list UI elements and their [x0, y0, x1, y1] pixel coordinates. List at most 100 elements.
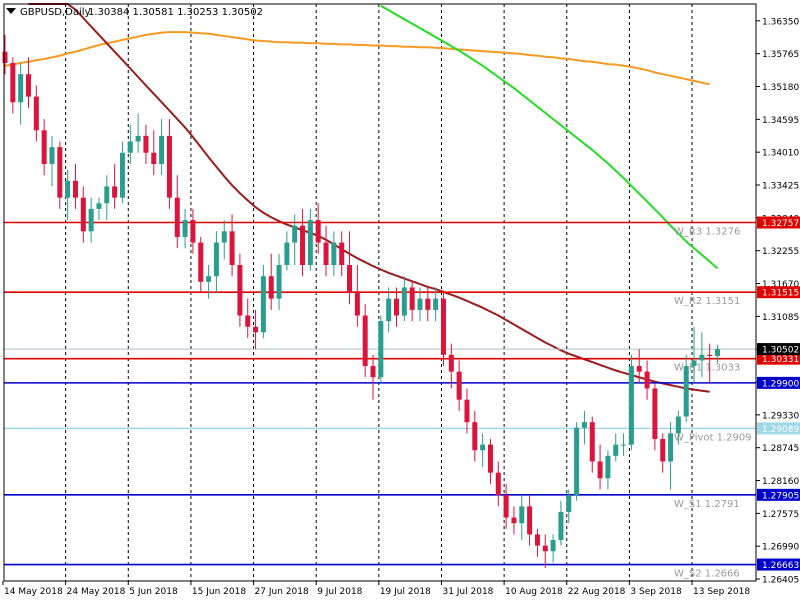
- price-tag-text: 1.29900: [762, 379, 799, 389]
- candle-body: [613, 444, 619, 456]
- collapse-arrow-icon[interactable]: [6, 8, 16, 14]
- price-tag-text: 1.30331: [762, 355, 799, 365]
- y-tick-label: 1.28160: [762, 477, 799, 487]
- price-tag-box: [757, 422, 800, 435]
- axes: [3, 3, 757, 582]
- candle-body: [558, 511, 564, 541]
- y-tick-label: 1.35180: [762, 83, 799, 93]
- level-label: W_S2 1.2666: [674, 569, 740, 580]
- price-tags: 1.32757 1.31515 1.30331 1.29900 1.29089 1.279…: [757, 216, 800, 571]
- candle-body: [2, 51, 8, 63]
- candle-body: [652, 388, 658, 439]
- candle-body: [644, 371, 650, 389]
- candle-body: [33, 96, 39, 131]
- candle-body: [347, 264, 353, 294]
- candle-body: [683, 366, 689, 417]
- y-tick-label: 1.32255: [762, 247, 799, 257]
- candlesticks[interactable]: [2, 34, 721, 569]
- candle-body: [80, 197, 86, 232]
- candle-body: [605, 455, 611, 479]
- price-tag-text: 1.32757: [762, 219, 799, 229]
- x-tick-label: 15 Jun 2018: [192, 587, 246, 597]
- y-tick-label: 1.33425: [762, 182, 799, 192]
- x-tick-label: 19 Jul 2018: [380, 587, 431, 597]
- x-tick-label: 3 Sep 2018: [630, 587, 682, 597]
- x-tick-label: 5 Jun 2018: [129, 587, 178, 597]
- y-tick-label: 1.26405: [762, 576, 799, 586]
- candle-body: [174, 197, 180, 237]
- candle-body: [104, 186, 110, 204]
- candle-body: [401, 287, 407, 316]
- y-tick-label: 1.26990: [762, 543, 799, 553]
- candle-body: [534, 534, 540, 546]
- candle-body: [25, 74, 31, 97]
- price-tag-box: [757, 216, 800, 229]
- candle-body: [276, 264, 282, 299]
- candle-body: [65, 180, 71, 198]
- y-tick-label: 1.29330: [762, 411, 799, 421]
- candle-body: [41, 130, 47, 164]
- candle-body: [260, 276, 266, 333]
- candle-body: [621, 444, 627, 446]
- candle-body: [182, 220, 188, 237]
- candle-body: [511, 517, 517, 524]
- candle-body: [425, 298, 431, 310]
- candle-body: [440, 298, 446, 355]
- candle-body: [253, 326, 259, 333]
- price-tag-text: 1.31515: [762, 289, 799, 299]
- x-tick-label: 27 Jun 2018: [255, 587, 309, 597]
- moving-average-line: [28, 3, 710, 393]
- candle-body: [135, 135, 141, 142]
- candle-body: [354, 293, 360, 316]
- candle-body: [159, 135, 165, 164]
- candle-body: [503, 495, 509, 518]
- y-tick-label: 1.34010: [762, 149, 799, 159]
- x-tick-label: 13 Sep 2018: [693, 587, 750, 597]
- price-tag-text: 1.27905: [762, 491, 799, 501]
- y-tick-label: 1.28745: [762, 444, 799, 454]
- y-tick-label: 1.35765: [762, 50, 799, 60]
- moving-averages: [4, 3, 719, 393]
- candle-body: [206, 276, 212, 282]
- price-tag-box: [757, 558, 800, 571]
- y-tick-label: 1.34595: [762, 116, 799, 126]
- x-tick-label: 10 Aug 2018: [505, 587, 563, 597]
- candle-body: [307, 220, 313, 265]
- candle-body: [166, 135, 172, 198]
- price-tag-box: [757, 286, 800, 299]
- candle-body: [378, 321, 384, 378]
- chart-header: GBPUSD,Daily 1.30384 1.30581 1.30253 1.3…: [6, 7, 263, 18]
- candle-body: [699, 354, 705, 361]
- candle-body: [480, 444, 486, 451]
- symbol-label: GBPUSD,Daily: [20, 7, 91, 18]
- candle-body: [143, 135, 149, 153]
- x-tick-label: 22 Aug 2018: [568, 587, 626, 597]
- candle-body: [49, 147, 55, 164]
- candle-body: [300, 225, 306, 265]
- ohlc-readout: 1.30384 1.30581 1.30253 1.30502: [88, 7, 263, 18]
- candle-body: [96, 203, 102, 209]
- candle-body: [464, 399, 470, 423]
- candle-body: [221, 231, 227, 243]
- candle-body: [574, 427, 580, 496]
- candle-body: [268, 276, 274, 299]
- candle-body: [448, 354, 454, 372]
- candle-body: [660, 438, 666, 462]
- candle-body: [707, 354, 713, 356]
- moving-average-line: [4, 31, 710, 86]
- price-tag-text: 1.29089: [762, 425, 799, 435]
- candle-body: [519, 506, 525, 524]
- candle-body: [597, 461, 603, 479]
- candle-body: [715, 349, 721, 356]
- price-tag-box: [757, 376, 800, 389]
- candle-body: [386, 298, 392, 322]
- candle-body: [72, 180, 78, 198]
- candle-body: [213, 242, 219, 277]
- y-tick-label: 1.36350: [762, 17, 799, 27]
- candle-body: [112, 186, 118, 198]
- x-tick-label: 31 Jul 2018: [442, 587, 493, 597]
- candle-body: [433, 298, 439, 310]
- candle-body: [409, 287, 415, 310]
